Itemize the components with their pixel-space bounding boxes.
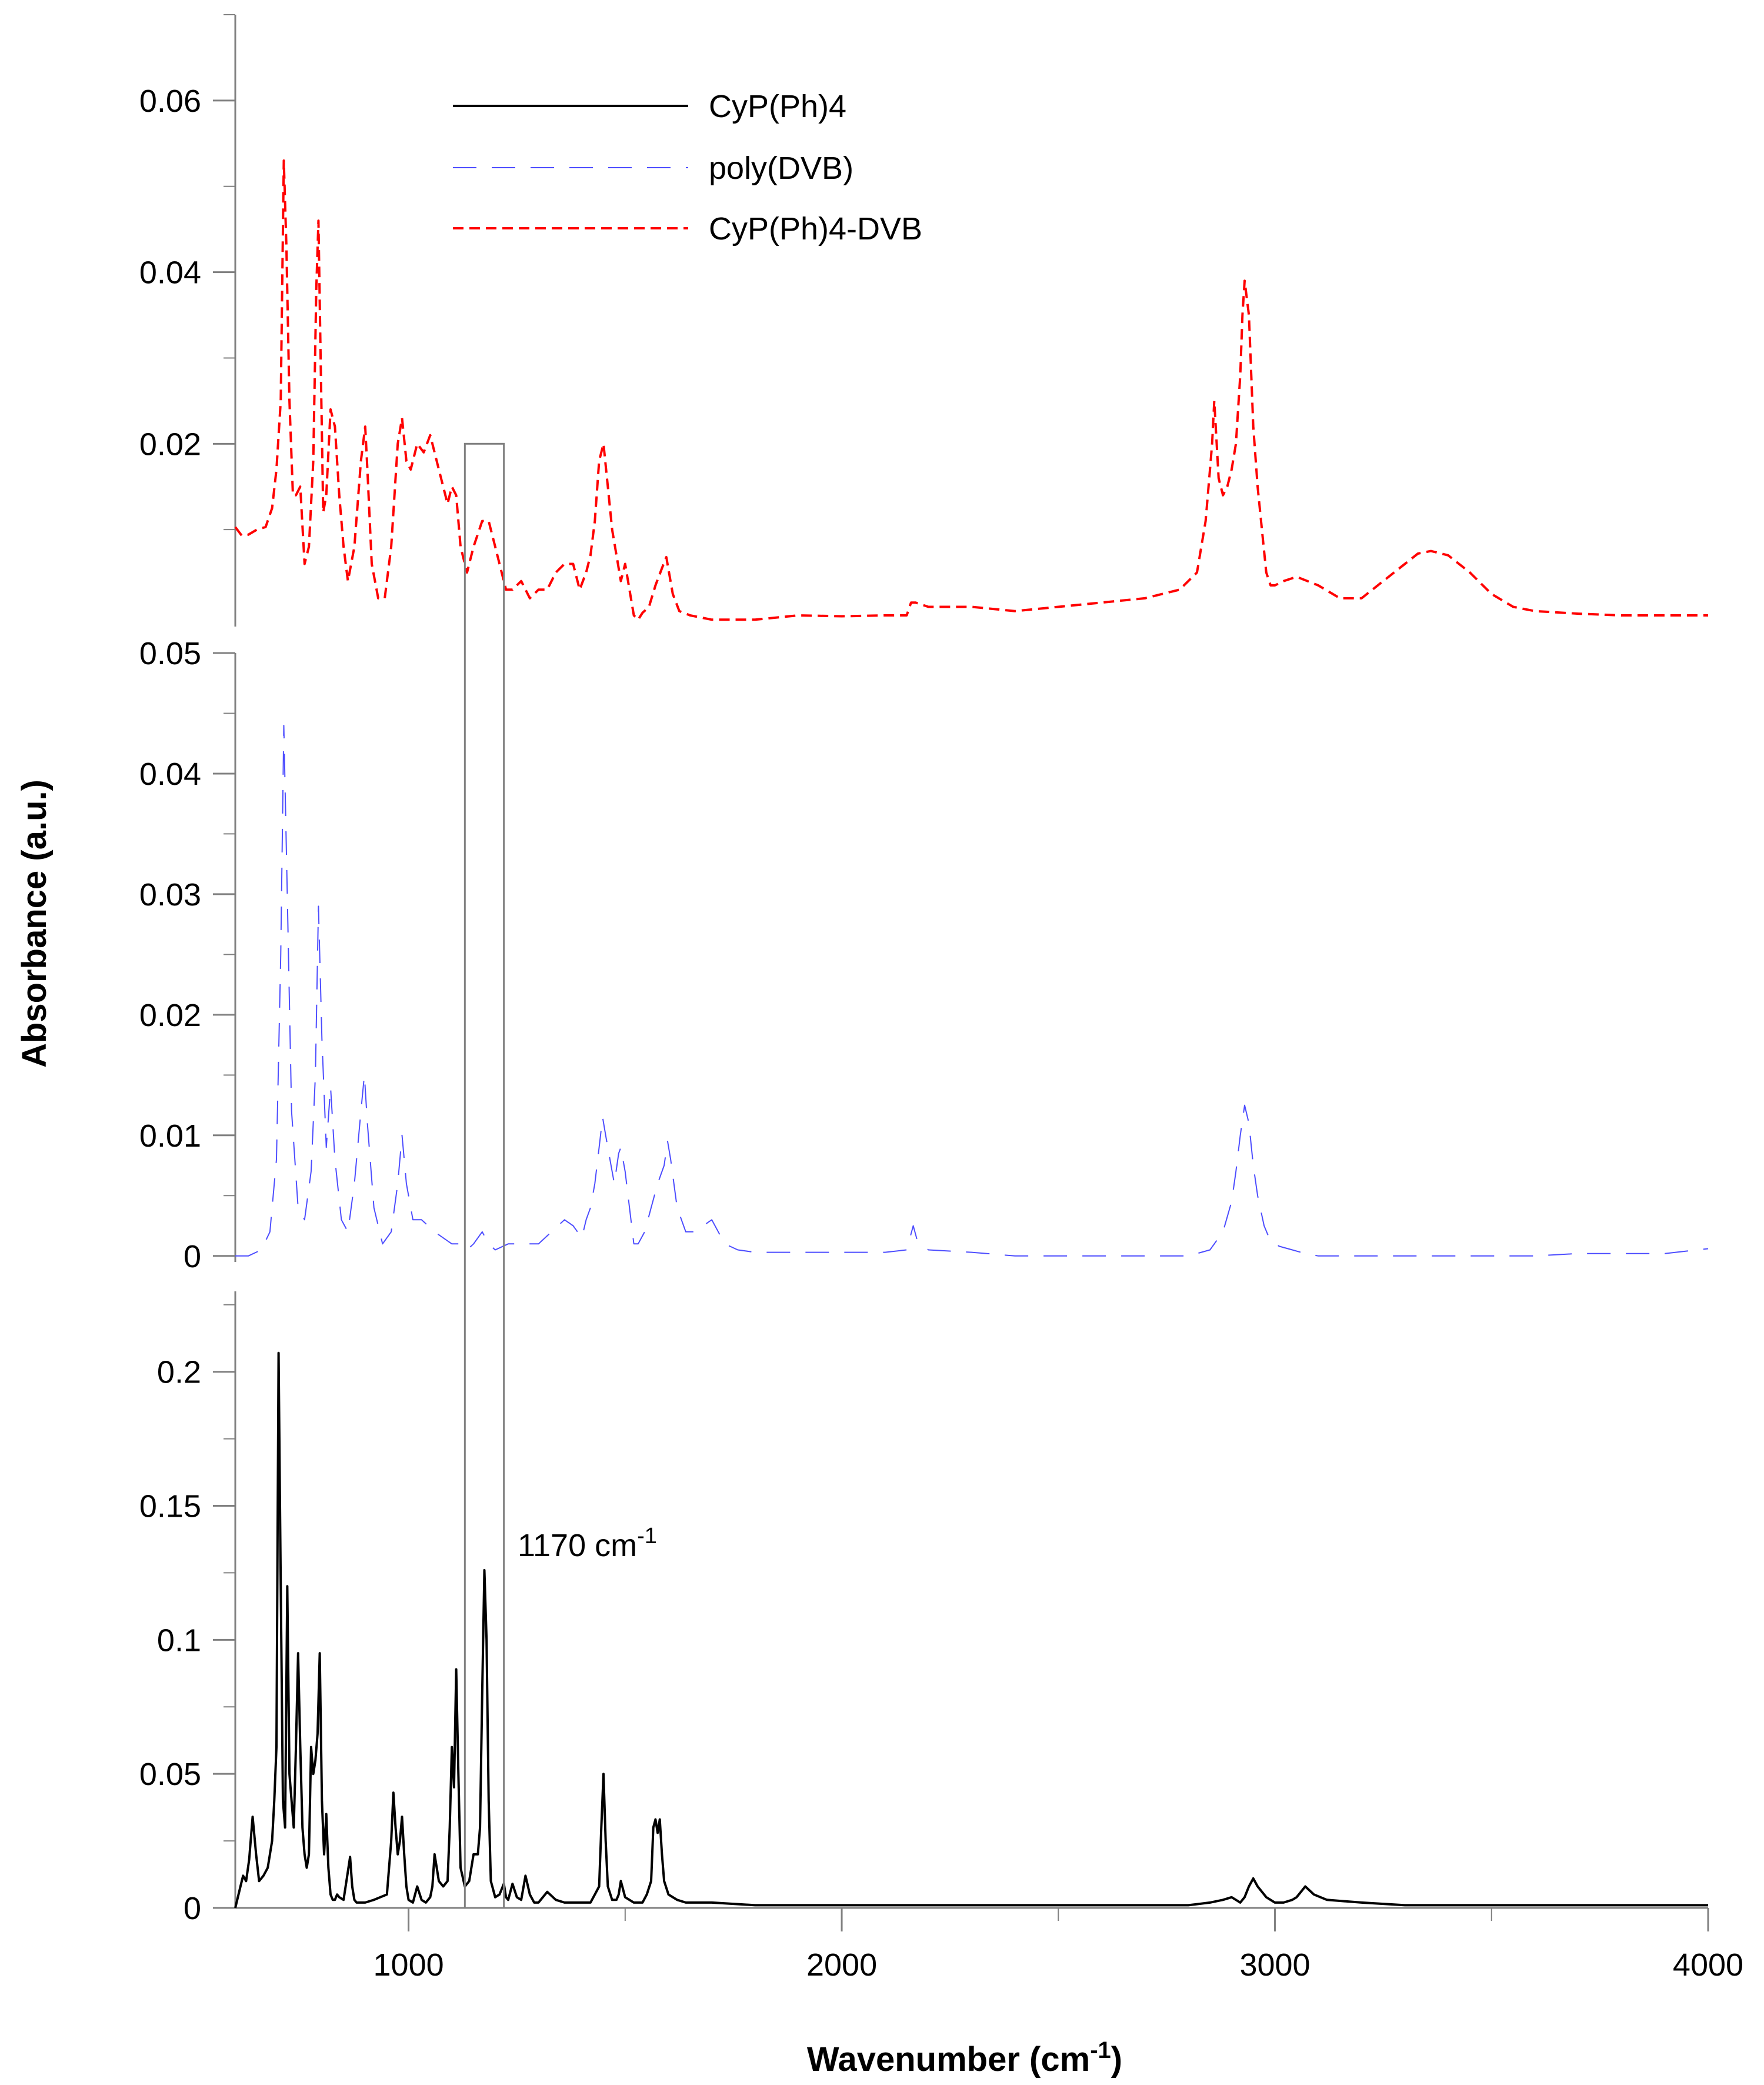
annotation-layer [463, 442, 505, 1909]
y-tick-label-bottom: 0 [184, 1891, 201, 1926]
legend-label-poly-dvb: poly(DVB) [709, 151, 853, 186]
x-axis-title-main: Wavenumber (cm [807, 2040, 1090, 2079]
series-line-top [234, 159, 1708, 621]
legend-label-cyp-ph4-dvb: CyP(Ph)4-DVB [709, 211, 922, 247]
legend-label-cyp-ph4: CyP(Ph)4 [709, 89, 846, 124]
y-tick-label-middle: 0.03 [139, 877, 201, 912]
x-axis-title-superscript: -1 [1090, 2037, 1111, 2063]
x-tick-label: 3000 [1239, 1947, 1310, 1983]
y-tick-label-middle: 0.04 [139, 757, 201, 792]
y-tick-label-top: 0.02 [139, 427, 201, 462]
x-tick-label: 4000 [1673, 1947, 1743, 1983]
x-axis-title-tail: ) [1111, 2040, 1122, 2079]
y-tick-label-bottom: 0.05 [139, 1757, 201, 1792]
peak-annotation-superscript: -1 [637, 1524, 657, 1548]
legend: CyP(Ph)4 poly(DVB) CyP(Ph)4-DVB [453, 89, 922, 247]
y-tick-label-middle: 0.02 [139, 998, 201, 1033]
y-tick-label-top: 0.06 [139, 84, 201, 119]
y-axis-title: Absorbance (a.u.) [15, 780, 54, 1068]
x-tick-label: 1000 [374, 1947, 444, 1983]
x-tick-label: 2000 [806, 1947, 877, 1983]
axes-layer: 0.02 0.04 0.06 0 0.01 0.02 0.03 0.04 0.05 0 0.05 0.… [139, 14, 1743, 1983]
series-line-middle [235, 725, 1709, 1257]
peak-annotation-main: 1170 cm [518, 1528, 637, 1563]
highlight-box-1170 [463, 442, 505, 1909]
y-tick-label-bottom: 0.1 [157, 1623, 201, 1658]
x-axis-title: Wavenumber (cm-1) [807, 2037, 1122, 2079]
series-line-bottom [234, 1351, 1708, 1909]
y-tick-label-top: 0.04 [139, 255, 201, 291]
y-tick-label-middle: 0 [184, 1239, 201, 1274]
y-tick-label-middle: 0.05 [139, 636, 201, 671]
y-tick-label-bottom: 0.15 [139, 1489, 201, 1524]
series-layer [234, 159, 1709, 1909]
peak-annotation: 1170 cm-1 [518, 1524, 657, 1563]
y-tick-label-bottom: 0.2 [157, 1355, 201, 1390]
y-tick-label-middle: 0.01 [139, 1118, 201, 1154]
